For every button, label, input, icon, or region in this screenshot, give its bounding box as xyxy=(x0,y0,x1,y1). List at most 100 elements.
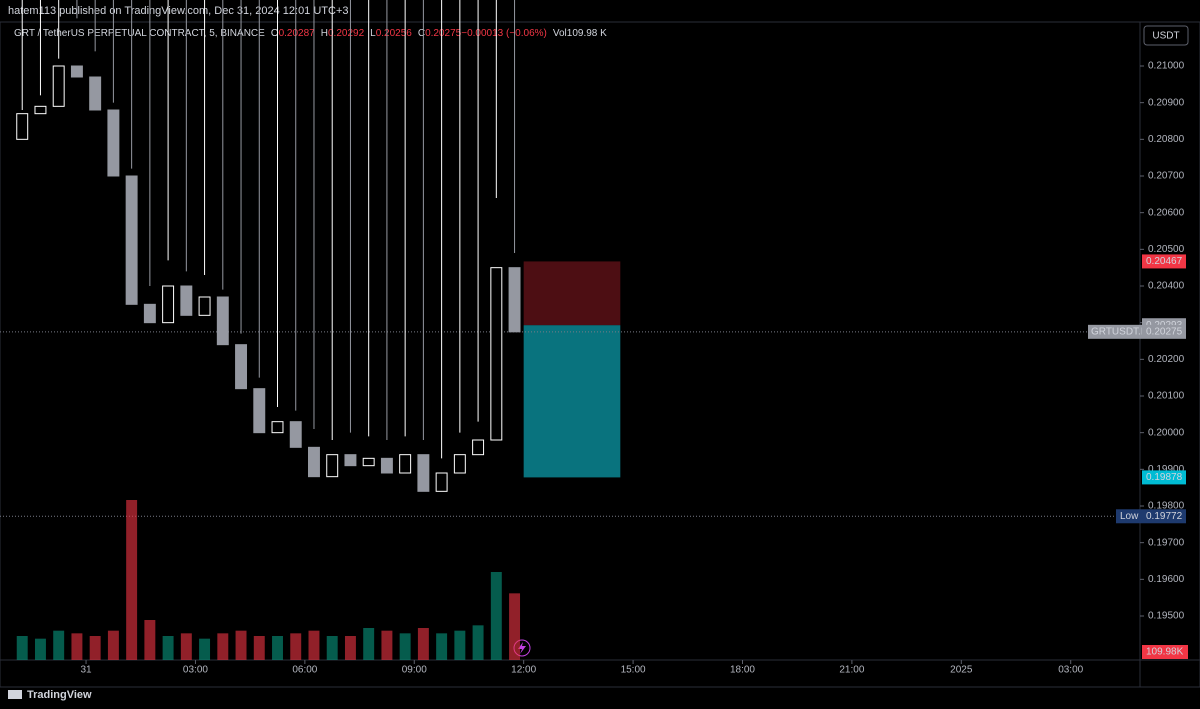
volume-bar xyxy=(16,636,28,660)
volume-bar xyxy=(89,636,101,660)
candle-body xyxy=(417,454,430,492)
candle-body xyxy=(70,65,83,78)
candle-body xyxy=(453,454,466,474)
volume-bar xyxy=(326,636,338,660)
volume-bar xyxy=(290,633,302,660)
y-tick-label: 0.20700 xyxy=(1148,171,1185,182)
volume-bar xyxy=(53,630,65,660)
frame xyxy=(0,21,1200,688)
candle-body xyxy=(271,421,284,434)
legend-value: 0.20292 xyxy=(328,28,365,39)
y-tick-label: 0.19500 xyxy=(1148,611,1185,622)
legend: GRT / TetherUS PERPETUAL CONTRACT, 5, BI… xyxy=(14,28,607,39)
y-tick-label: 0.20400 xyxy=(1148,281,1185,292)
candle-body xyxy=(216,296,229,346)
volume-bar xyxy=(509,593,521,660)
x-tick-label: 03:00 xyxy=(1058,665,1083,676)
legend-label: C xyxy=(418,28,425,39)
volume-bar xyxy=(436,633,448,660)
volume-bar xyxy=(381,630,393,660)
last-price-tag-bg xyxy=(1142,324,1186,339)
last-price-tag: 0.20275 xyxy=(1146,326,1183,337)
candle-body xyxy=(34,105,47,115)
candle-body xyxy=(289,421,302,448)
x-tick-label: 03:00 xyxy=(183,665,208,676)
y-tick-label: 0.20100 xyxy=(1148,391,1185,402)
candle-body xyxy=(435,472,448,492)
y-tick-label: 0.20200 xyxy=(1148,354,1185,365)
volume-bar xyxy=(363,628,375,660)
legend-value: 0.20287 xyxy=(279,28,316,39)
candle-body xyxy=(308,446,320,478)
candle-body xyxy=(235,344,248,390)
y-tick-label: 0.19800 xyxy=(1148,501,1185,512)
candle-body xyxy=(162,285,175,324)
candle-body xyxy=(52,65,65,107)
legend-value: 109.98 K xyxy=(567,28,607,39)
candle-body xyxy=(472,439,485,456)
target-zone xyxy=(523,325,621,478)
x-tick-label: 06:00 xyxy=(292,665,317,676)
candle-body xyxy=(508,267,521,333)
legend-label: H xyxy=(321,28,328,39)
legend-symbol: GRT / TetherUS PERPETUAL CONTRACT, 5, BI… xyxy=(14,28,265,39)
volume-bar xyxy=(454,630,466,660)
candle-body xyxy=(143,303,156,324)
lightning-glyph xyxy=(518,642,526,654)
candle-body xyxy=(198,296,211,316)
stop-tag-bg xyxy=(1142,254,1186,269)
volume-bar xyxy=(399,633,411,660)
volume-tag: 109.98K xyxy=(1146,647,1184,658)
y-tick-label: 0.19700 xyxy=(1148,537,1185,548)
candle-body xyxy=(253,388,266,434)
volume-bar xyxy=(344,636,356,660)
x-tick-label: 09:00 xyxy=(402,665,427,676)
volume-bar xyxy=(490,572,502,660)
legend-value: −0.00013 (−0.06%) xyxy=(461,28,547,39)
y-tick-label: 0.20600 xyxy=(1148,207,1185,218)
currency-button[interactable] xyxy=(1143,25,1189,46)
low-tag-name-bg xyxy=(1116,509,1142,524)
x-tick-label: 15:00 xyxy=(621,665,646,676)
volume-bar xyxy=(144,620,156,660)
volume-bar xyxy=(180,633,192,660)
candle-body xyxy=(326,454,339,478)
volume-bar xyxy=(217,633,229,660)
x-tick-label: 31 xyxy=(80,665,92,676)
low-tag-bg xyxy=(1142,509,1186,524)
candle-body xyxy=(399,454,412,474)
volume-bar xyxy=(34,638,46,660)
footer: TradingView xyxy=(27,689,92,701)
volume-bar xyxy=(235,630,247,660)
volume-bar xyxy=(417,628,429,660)
candle-body xyxy=(89,76,102,111)
x-tick-label: 12:00 xyxy=(511,665,536,676)
y-tick-label: 0.20000 xyxy=(1148,427,1185,438)
y-tick-label: 0.20500 xyxy=(1148,244,1185,255)
currency[interactable]: USDT xyxy=(1152,31,1179,42)
candle-body xyxy=(180,285,193,316)
volume-bar xyxy=(126,500,138,660)
volume-bar xyxy=(107,630,119,660)
x-tick-label: 18:00 xyxy=(730,665,755,676)
volume-bar xyxy=(199,638,211,660)
last-price-tag-name-bg xyxy=(1088,324,1142,339)
x-tick-label: 2025 xyxy=(950,665,973,676)
low-tag-name: Low xyxy=(1120,511,1139,522)
x-tick-label: 21:00 xyxy=(839,665,864,676)
volume-bar xyxy=(472,625,484,660)
y-tick-label: 0.19600 xyxy=(1148,574,1185,585)
y-tick-label: 0.21000 xyxy=(1148,61,1185,72)
stop-zone xyxy=(523,261,621,326)
stop-tag: 0.20467 xyxy=(1146,256,1183,267)
volume-bar xyxy=(162,636,174,660)
volume-bar xyxy=(308,630,320,660)
candle-body xyxy=(490,267,503,441)
low-tag: 0.19772 xyxy=(1146,511,1183,522)
candle-body xyxy=(125,175,138,305)
volume-bar xyxy=(253,636,265,660)
candle-body xyxy=(344,454,357,467)
y-tick-label: 0.20900 xyxy=(1148,97,1185,108)
